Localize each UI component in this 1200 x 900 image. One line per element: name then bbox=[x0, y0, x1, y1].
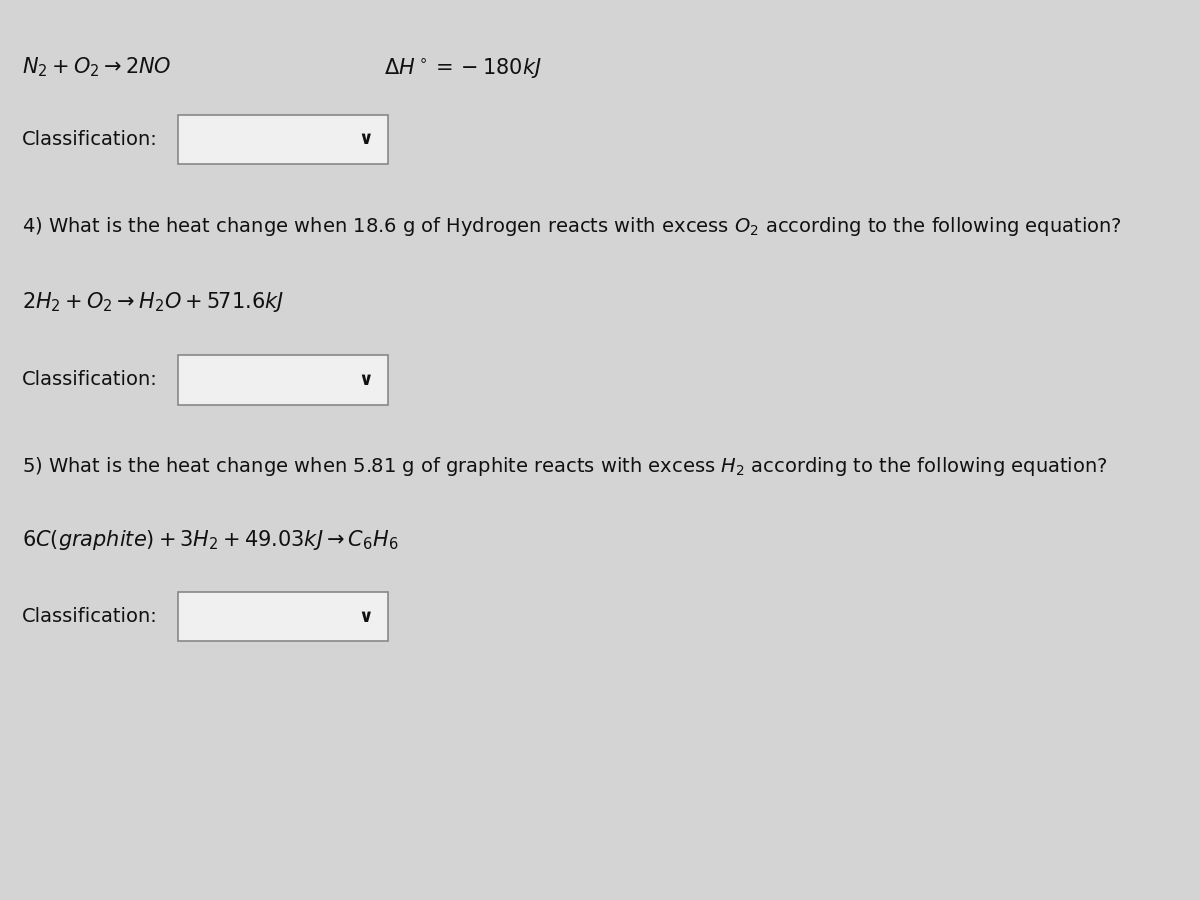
Text: 5) What is the heat change when 5.81 g of graphite reacts with excess $H_2$ acco: 5) What is the heat change when 5.81 g o… bbox=[22, 454, 1108, 478]
FancyBboxPatch shape bbox=[178, 592, 388, 641]
Text: Classification:: Classification: bbox=[22, 130, 157, 149]
Text: $\Delta H^\circ = -180kJ$: $\Delta H^\circ = -180kJ$ bbox=[384, 56, 541, 79]
Text: $6C(graphite) + 3H_2 + 49.03kJ \rightarrow C_6H_6$: $6C(graphite) + 3H_2 + 49.03kJ \rightarr… bbox=[22, 528, 398, 552]
Text: $N_2 + O_2 \rightarrow 2NO$: $N_2 + O_2 \rightarrow 2NO$ bbox=[22, 56, 172, 79]
FancyBboxPatch shape bbox=[178, 355, 388, 405]
Text: Classification:: Classification: bbox=[22, 370, 157, 390]
Text: ∨: ∨ bbox=[359, 608, 373, 625]
Text: Classification:: Classification: bbox=[22, 607, 157, 626]
Text: ∨: ∨ bbox=[359, 130, 373, 148]
Text: ∨: ∨ bbox=[359, 371, 373, 389]
Text: 4) What is the heat change when 18.6 g of Hydrogen reacts with excess $O_2$ acco: 4) What is the heat change when 18.6 g o… bbox=[22, 215, 1122, 238]
Text: $2H_2 + O_2 \rightarrow H_2O + 571.6kJ$: $2H_2 + O_2 \rightarrow H_2O + 571.6kJ$ bbox=[22, 290, 283, 313]
FancyBboxPatch shape bbox=[178, 114, 388, 164]
